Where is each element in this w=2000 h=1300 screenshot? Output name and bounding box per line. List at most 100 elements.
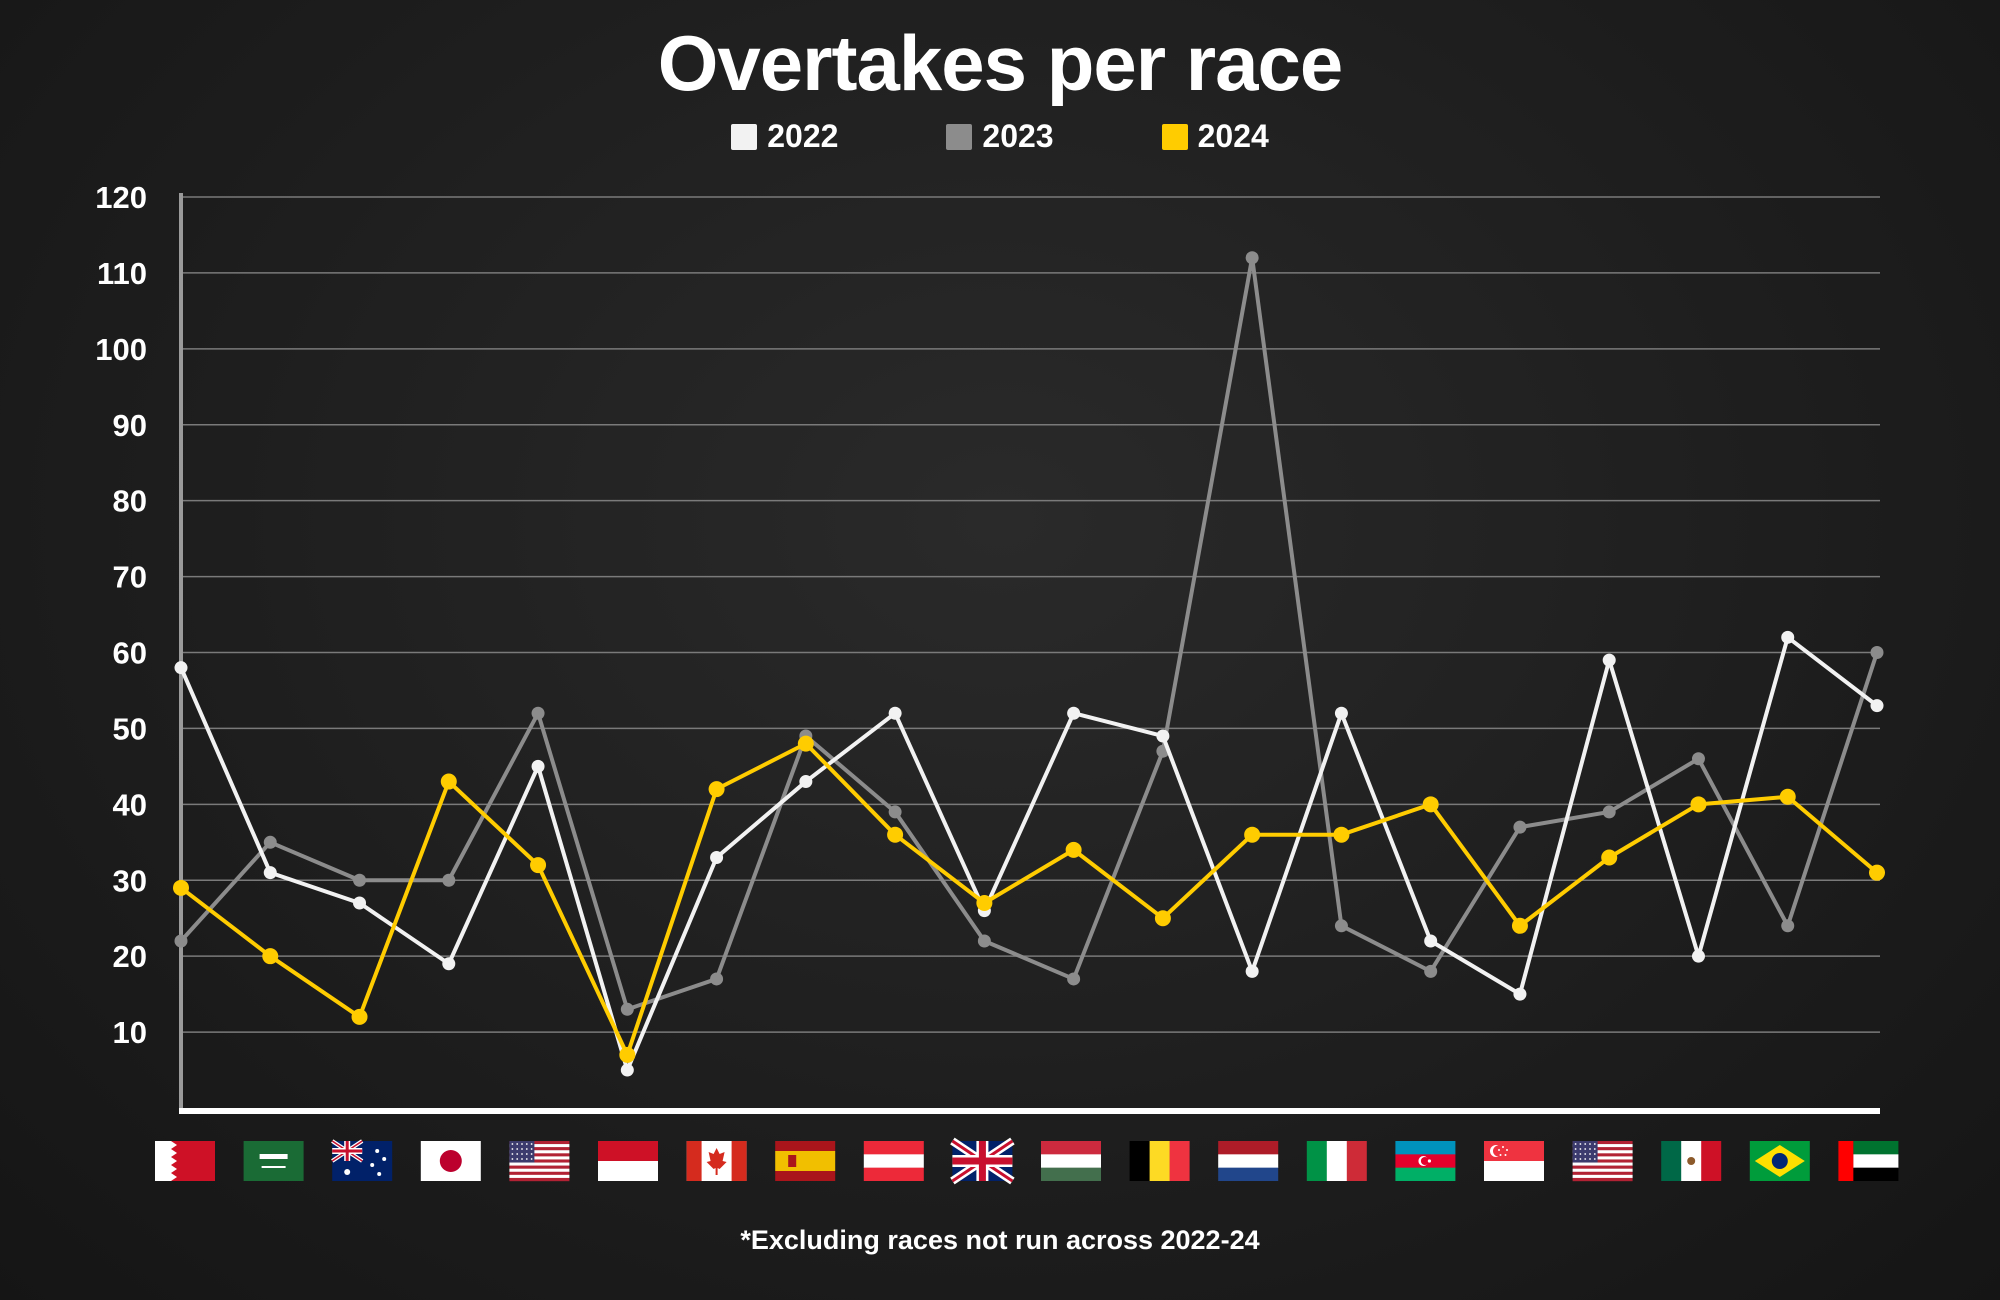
legend-swatch-2023 (946, 123, 973, 150)
point-2024 (440, 773, 457, 790)
point-2023 (1334, 919, 1348, 933)
italy-flag-icon (1306, 1141, 1367, 1181)
netherlands-flag-icon (1218, 1141, 1279, 1181)
point-2023 (977, 934, 991, 948)
footnote: *Excluding races not run across 2022-24 (740, 1225, 1260, 1255)
spain-flag-icon (775, 1141, 836, 1181)
australia-flag-icon (331, 1139, 393, 1181)
legend-entry-2023: 2023 (946, 118, 1054, 155)
y-tick-label: 70 (113, 560, 147, 595)
point-2022 (1156, 729, 1170, 743)
point-2022 (1334, 706, 1348, 720)
point-2023 (620, 1002, 634, 1016)
point-2022 (1691, 949, 1705, 963)
point-2023 (353, 873, 367, 887)
point-2024 (1779, 788, 1796, 805)
point-2022 (353, 896, 367, 910)
series-2023 (174, 251, 1884, 1016)
y-tick-label: 20 (113, 939, 147, 974)
point-2022 (1513, 987, 1527, 1001)
usa-flag-icon (1572, 1141, 1633, 1182)
point-2024 (351, 1008, 368, 1025)
point-2023 (1870, 646, 1884, 659)
point-2023 (710, 972, 724, 986)
belgium-flag-icon (1129, 1141, 1190, 1181)
point-2022 (531, 759, 545, 773)
line-2022 (179, 635, 1879, 1073)
austria-flag-icon (863, 1141, 924, 1181)
legend-entry-2024: 2024 (1161, 118, 1269, 155)
series-2024 (173, 735, 1885, 1063)
point-2022 (174, 661, 188, 675)
point-2024 (1422, 796, 1439, 813)
point-2024 (1065, 841, 1082, 858)
point-2023 (888, 805, 902, 819)
point-2024 (976, 895, 993, 912)
y-tick-label: 110 (97, 256, 147, 291)
japan-flag-icon (420, 1141, 481, 1181)
y-tick-label: 120 (95, 180, 147, 215)
line-2023 (179, 255, 1879, 1012)
point-2024 (1154, 910, 1171, 927)
legend-entry-2022: 2022 (731, 118, 838, 155)
point-2022 (710, 850, 724, 864)
point-2023 (1245, 251, 1259, 265)
point-2022 (799, 775, 813, 789)
point-2024 (173, 879, 189, 896)
legend-swatch-2022 (731, 123, 758, 150)
legend-label-2024: 2024 (1197, 118, 1269, 154)
country-flags (155, 1137, 1899, 1185)
point-2022 (1870, 699, 1884, 713)
y-tick-label: 60 (113, 636, 147, 671)
y-tick-label: 10 (113, 1015, 147, 1050)
legend-swatch-2024 (1161, 123, 1188, 150)
point-2024 (797, 735, 814, 752)
legend: 2022 2023 2024 (0, 118, 2000, 155)
point-2024 (619, 1046, 636, 1063)
point-2024 (1869, 864, 1885, 881)
y-tick-label: 30 (113, 863, 147, 898)
point-2024 (1601, 849, 1618, 866)
y-tick-label: 90 (113, 408, 147, 443)
point-2023 (174, 934, 188, 948)
legend-label-2023: 2023 (982, 118, 1054, 154)
point-2022 (1424, 934, 1438, 948)
point-2024 (1244, 826, 1261, 843)
point-2022 (620, 1063, 634, 1077)
point-2023 (1424, 964, 1438, 978)
chart-title: Overtakes per race (657, 19, 1344, 107)
canada-flag-icon (686, 1141, 747, 1181)
point-2022 (888, 706, 902, 720)
y-tick-label: 50 (113, 711, 147, 746)
point-2022 (1245, 964, 1259, 978)
uae-flag-icon (1838, 1141, 1899, 1181)
axes: 10 20 30 40 50 60 70 80 90 100 110 120 (95, 180, 1880, 1114)
series-2022 (174, 630, 1884, 1077)
point-2022 (1067, 706, 1081, 720)
usa-flag-icon (509, 1141, 570, 1182)
singapore-flag-icon (1484, 1141, 1544, 1181)
point-2022 (1602, 653, 1616, 667)
bahrain-flag-icon (155, 1141, 215, 1181)
point-2023 (1691, 752, 1705, 766)
point-2023 (1781, 919, 1795, 933)
legend-label-2022: 2022 (767, 118, 839, 154)
point-2023 (1513, 820, 1527, 834)
saudi-arabia-flag-icon (243, 1141, 304, 1181)
point-2023 (263, 835, 277, 849)
y-tick-label: 80 (113, 484, 147, 519)
point-2022 (263, 866, 277, 880)
point-2024 (1511, 917, 1528, 934)
brazil-flag-icon (1749, 1141, 1810, 1181)
point-2024 (1690, 796, 1707, 813)
point-2024 (1333, 826, 1350, 843)
point-2023 (442, 873, 456, 887)
point-2023 (1602, 805, 1616, 819)
series-lines (173, 251, 1885, 1077)
point-2024 (708, 781, 725, 798)
great-britain-flag-icon (950, 1137, 1015, 1185)
y-tick-label: 100 (95, 332, 147, 367)
mexico-flag-icon (1661, 1141, 1722, 1181)
point-2023 (531, 706, 545, 720)
